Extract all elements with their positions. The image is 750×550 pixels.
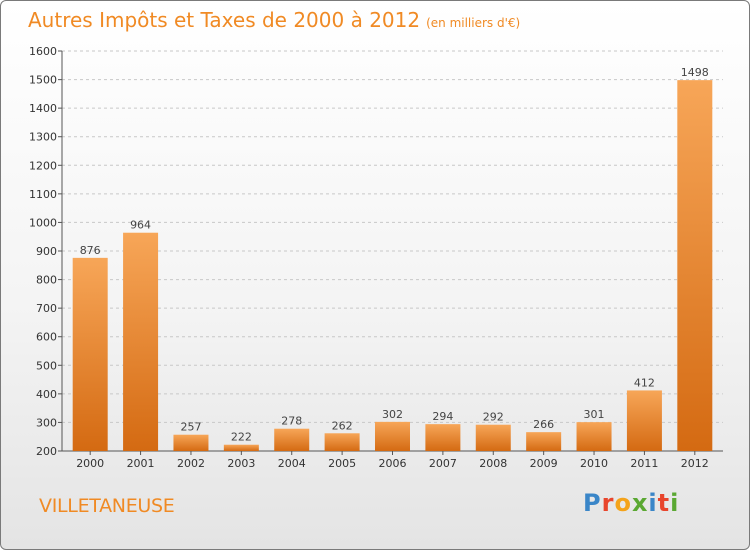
x-tick-label-2009: 2009 [530,457,558,470]
y-tick-label: 1300 [29,131,57,144]
bar-2004 [274,428,310,451]
data-label-2010: 301 [584,408,605,421]
y-tick-label: 700 [36,302,57,315]
y-tick-label: 500 [36,359,57,372]
y-tick-label: 200 [36,445,57,458]
chart-title: Autres Impôts et Taxes de 2000 à 2012 (en… [28,8,520,32]
y-tick-label: 900 [36,245,57,258]
x-tick-label-2011: 2011 [630,457,658,470]
chart-unit: (en milliers d'€) [426,16,521,30]
x-tick-label-2012: 2012 [681,457,709,470]
x-tick-label-2005: 2005 [328,457,356,470]
y-tick-label: 1500 [29,74,57,87]
location-name: VILLETANEUSE [39,495,175,517]
data-label-2007: 294 [432,410,453,423]
data-label-2001: 964 [130,219,151,232]
bar-2006 [375,421,410,451]
y-tick-label: 800 [36,274,57,287]
data-label-2004: 278 [281,415,302,428]
bar-2012 [677,80,713,452]
data-label-2002: 257 [180,421,201,434]
x-tick-label-2001: 2001 [127,457,155,470]
y-tick-label: 600 [36,331,57,344]
y-tick-label: 300 [36,416,57,429]
logo-letter: i [648,489,658,517]
data-label-2003: 222 [231,431,252,444]
x-tick-label-2006: 2006 [379,457,407,470]
bar-2005 [324,433,360,451]
bar-2007 [425,424,461,451]
chart-title-main: Autres Impôts et Taxes de 2000 à 2012 [28,8,421,32]
bar-2010 [576,422,612,451]
bar-2000 [72,257,108,451]
data-label-2008: 292 [483,411,504,424]
data-label-2005: 262 [332,419,353,432]
x-tick-label-2010: 2010 [580,457,608,470]
bars: 876 964 257 222 278 262 302 294 292 266 301 412 1498 [72,66,713,452]
logo-letter: i [670,489,680,517]
data-label-2011: 412 [634,376,655,389]
proxiti-logo[interactable]: Proxiti [583,489,679,517]
x-tick-label-2003: 2003 [227,457,255,470]
y-tick-label: 1200 [29,159,57,172]
x-tick-label-2004: 2004 [278,457,306,470]
y-tick-label: 400 [36,388,57,401]
logo-letter: P [583,489,602,517]
y-tick-label: 1000 [29,216,57,229]
grid-lines [62,50,723,452]
logo-letter: r [601,489,615,517]
data-label-2006: 302 [382,408,403,421]
x-tick-label-2008: 2008 [479,457,507,470]
logo-letter: t [657,489,671,517]
data-label-2000: 876 [80,244,101,257]
bar-2008 [475,424,511,451]
y-tick-label: 1600 [29,45,57,58]
bar-2011 [626,390,662,451]
x-tick-label-2000: 2000 [76,457,104,470]
logo-letter: o [614,489,632,517]
logo-letter: x [631,489,649,517]
data-label-2012: 1498 [681,66,709,79]
bar-2001 [123,232,159,451]
data-label-2009: 266 [533,418,554,431]
y-tick-label: 1400 [29,102,57,115]
x-axis: 2000 2001 2002 2003 2004 2005 2006 2007 2008 2009… [76,451,709,470]
x-tick-label-2002: 2002 [177,457,205,470]
x-tick-label-2007: 2007 [429,457,457,470]
bar-2002 [173,434,209,451]
bar-2009 [526,432,562,451]
y-tick-label: 1100 [29,188,57,201]
bar-2003 [223,444,259,451]
